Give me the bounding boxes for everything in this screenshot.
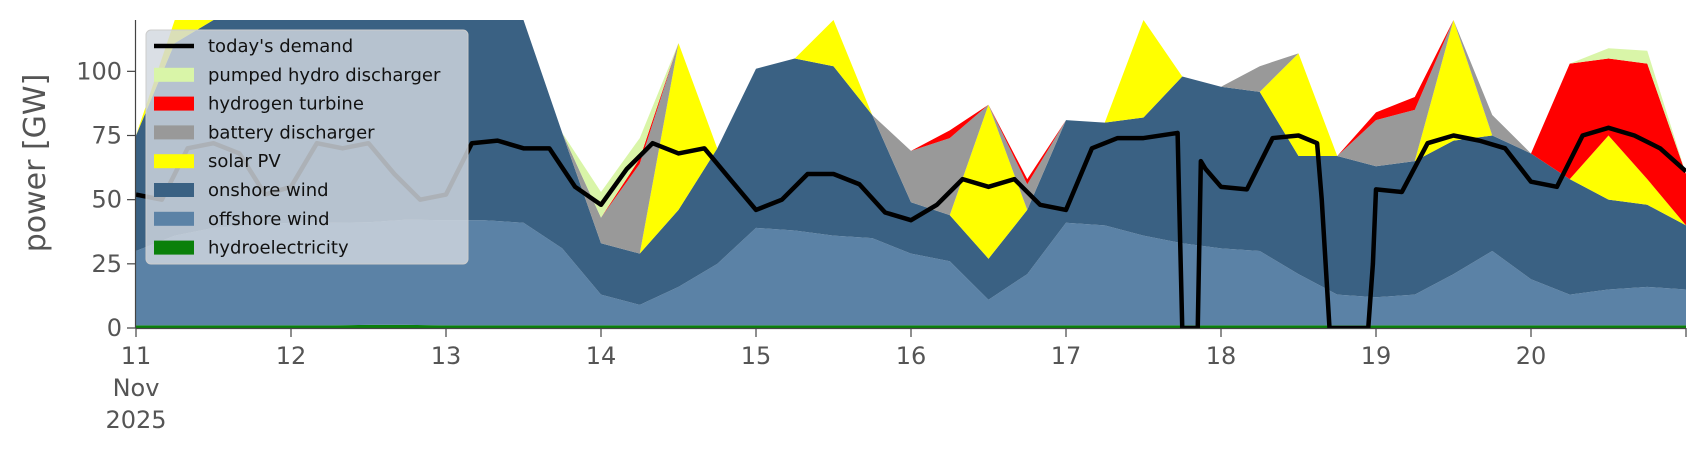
x-tick-label: 19 — [1361, 342, 1392, 370]
x-axis: 11 12 13 14 15 16 17 18 19 20 Nov 2025 — [105, 327, 1687, 434]
legend-swatch-onshore-wind — [154, 183, 194, 197]
area-hydroelectricity — [136, 324, 1686, 328]
legend-label: battery discharger — [208, 122, 375, 143]
y-tick-label: 25 — [91, 250, 122, 278]
legend-label: onshore wind — [208, 180, 329, 201]
x-tick-label: 17 — [1051, 342, 1082, 370]
x-tick-sublabel: Nov — [113, 374, 160, 402]
legend-label: solar PV — [208, 151, 281, 172]
legend-label: today's demand — [208, 36, 353, 57]
x-tick-label: 14 — [586, 342, 617, 370]
y-tick-label: 0 — [107, 314, 122, 342]
y-axis-title: power [GW] — [18, 74, 53, 253]
x-tick-label: 13 — [431, 342, 462, 370]
area-offshore-wind — [136, 219, 1686, 326]
legend-box — [145, 29, 469, 265]
x-tick-label: 12 — [276, 342, 307, 370]
area-battery-discharger — [136, 20, 1686, 254]
x-tick-label: 16 — [896, 342, 927, 370]
legend-label: pumped hydro discharger — [208, 65, 441, 86]
x-tick-label: 20 — [1516, 342, 1547, 370]
area-onshore-wind — [136, 20, 1686, 305]
x-tick-label: 15 — [741, 342, 772, 370]
legend-swatch-battery-discharger — [154, 125, 194, 140]
legend-label: hydroelectricity — [208, 238, 349, 259]
legend-swatch-solar-pv — [154, 154, 194, 169]
y-tick-label: 100 — [76, 57, 122, 85]
legend-swatch-pumped-hydro-discharger — [154, 67, 194, 82]
y-axis: 0 25 50 75 100 — [76, 20, 137, 342]
y-tick-label: 75 — [91, 122, 122, 150]
legend-label: offshore wind — [208, 209, 330, 230]
y-tick-label: 50 — [91, 186, 122, 214]
legend-swatch-hydrogen-turbine — [154, 96, 194, 111]
x-tick-label: 18 — [1206, 342, 1237, 370]
legend-label: hydrogen turbine — [208, 94, 364, 115]
area-solar-pv — [136, 20, 1686, 259]
x-tick-sublabel: 2025 — [105, 406, 166, 434]
legend: today's demand pumped hydro discharger hyd… — [145, 29, 469, 265]
legend-swatch-hydroelectricity — [154, 240, 194, 255]
legend-swatch-offshore-wind — [154, 211, 194, 226]
x-tick-label: 11 — [121, 342, 152, 370]
